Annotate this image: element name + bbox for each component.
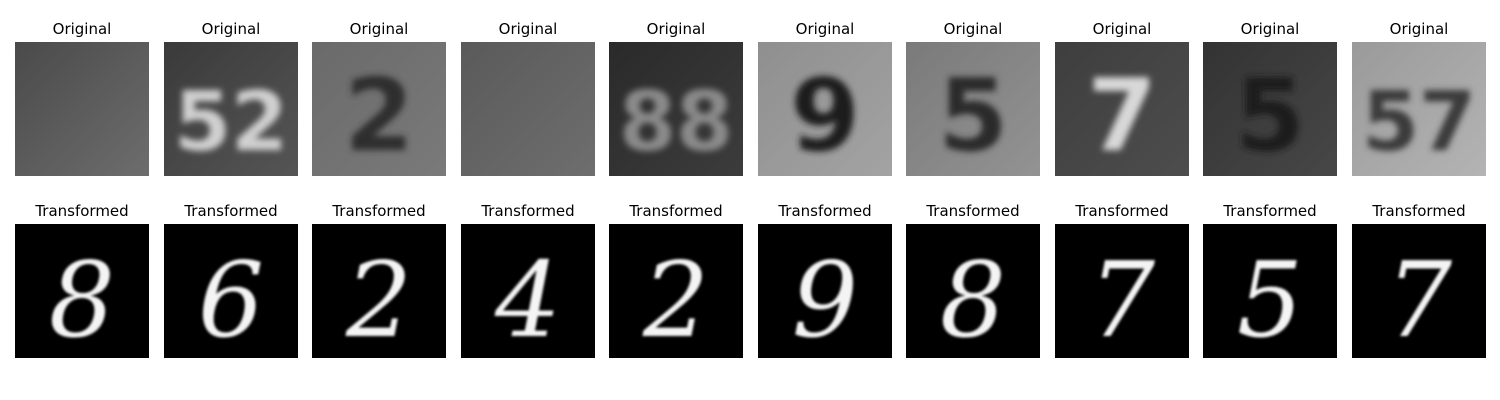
digit-glyph: 5 [938,57,1008,174]
panel-title: Original [1092,20,1152,38]
digit-glyph: 7 [1089,239,1156,358]
transformed-digit-image: 9 [758,224,892,358]
digit-glyph: 88 [619,75,733,170]
panel-title: Transformed [1372,202,1466,220]
original-digit-image: 9 [758,42,892,176]
panel-title: Transformed [184,202,278,220]
panel-title: Original [646,20,706,38]
original-digit-image: ​ [461,42,595,176]
transformed-digit-image: 7 [1055,224,1189,358]
digit-glyph: 9 [790,57,860,174]
panel-title: Transformed [629,202,723,220]
digit-glyph: 6 [198,239,264,358]
panel-title: Transformed [926,202,1020,220]
digit-glyph: 2 [345,239,412,358]
digit-glyph: 2 [344,57,414,174]
digit-glyph: 7 [1386,239,1453,358]
digit-glyph: 9 [792,239,858,358]
digit-glyph: 8 [49,239,115,358]
panel-title: Original [1240,20,1300,38]
panel-title: Transformed [332,202,426,220]
panel-title: Transformed [778,202,872,220]
digit-glyph: 52 [174,75,288,170]
original-digit-image: 88 [609,42,743,176]
transformed-digit-image: 2 [312,224,446,358]
digit-glyph: 7 [1087,57,1157,174]
panel-title: Original [52,20,112,38]
panel-title: Original [498,20,558,38]
digit-glyph: 5 [1237,239,1303,358]
original-digit-image: 5 [906,42,1040,176]
original-digit-image: 57 [1352,42,1486,176]
panel-title: Transformed [1075,202,1169,220]
transformed-digit-image: 8 [906,224,1040,358]
panel-title: Original [1389,20,1449,38]
panel-title: Transformed [1223,202,1317,220]
panel-title: Original [349,20,409,38]
transformed-digit-image: 2 [609,224,743,358]
transformed-digit-image: 4 [461,224,595,358]
panel-title: Transformed [481,202,575,220]
panel-title: Original [201,20,261,38]
panel-title: Original [943,20,1003,38]
digit-glyph: 2 [642,239,709,358]
original-digit-image: ​ [15,42,149,176]
panel-title: Original [795,20,855,38]
digit-glyph: 8 [940,239,1006,358]
original-digit-image: 5 [1203,42,1337,176]
original-digit-image: 7 [1055,42,1189,176]
digit-glyph: 4 [494,239,561,358]
digit-glyph: 5 [1235,57,1305,174]
digit-glyph: 57 [1362,75,1476,170]
transformed-digit-image: 7 [1352,224,1486,358]
original-digit-image: 52 [164,42,298,176]
original-digit-image: 2 [312,42,446,176]
panel-title: Transformed [35,202,129,220]
transformed-digit-image: 5 [1203,224,1337,358]
transformed-digit-image: 8 [15,224,149,358]
transformed-digit-image: 6 [164,224,298,358]
